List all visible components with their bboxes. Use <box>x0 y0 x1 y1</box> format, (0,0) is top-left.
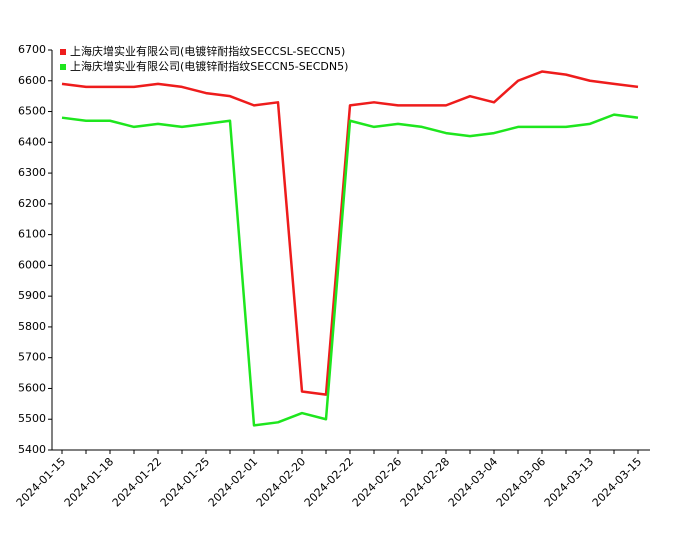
x-tick-label: 2024-02-20 <box>254 455 308 509</box>
y-tick-label: 5900 <box>18 289 46 302</box>
y-tick-label: 6100 <box>18 228 46 241</box>
y-tick-label: 6200 <box>18 197 46 210</box>
y-tick-label: 6500 <box>18 105 46 118</box>
x-tick-label: 2024-01-15 <box>14 455 68 509</box>
series-line <box>61 70 639 396</box>
x-tick-label: 2024-02-28 <box>398 455 452 509</box>
y-tick-label: 6600 <box>18 74 46 87</box>
y-tick-label: 5500 <box>18 412 46 425</box>
legend-swatch <box>60 49 66 55</box>
x-tick-label: 2024-01-18 <box>62 455 116 509</box>
legend-label: 上海庆增实业有限公司(电镀锌耐指纹SECCN5-SECDN5) <box>70 59 348 73</box>
x-tick-label: 2024-03-04 <box>446 455 500 509</box>
y-tick-label: 6000 <box>18 258 46 271</box>
series-line <box>61 113 639 427</box>
y-tick-label: 6400 <box>18 135 46 148</box>
y-tick-label: 5400 <box>18 443 46 456</box>
legend-label: 上海庆增实业有限公司(电镀锌耐指纹SECCSL-SECCN5) <box>70 44 345 58</box>
x-tick-label: 2024-03-15 <box>590 455 644 509</box>
x-tick-label: 2024-01-22 <box>110 455 164 509</box>
x-tick-label: 2024-02-01 <box>206 455 260 509</box>
y-tick-label: 5800 <box>18 320 46 333</box>
x-tick-label: 2024-02-26 <box>350 455 404 509</box>
legend-swatch <box>60 64 66 70</box>
y-tick-label: 6700 <box>18 43 46 56</box>
y-tick-label: 6300 <box>18 166 46 179</box>
x-tick-label: 2024-03-13 <box>542 455 596 509</box>
x-tick-label: 2024-03-06 <box>494 455 548 509</box>
y-tick-label: 5700 <box>18 351 46 364</box>
x-tick-label: 2024-01-25 <box>158 455 212 509</box>
x-tick-label: 2024-02-22 <box>302 455 356 509</box>
y-tick-label: 5600 <box>18 381 46 394</box>
